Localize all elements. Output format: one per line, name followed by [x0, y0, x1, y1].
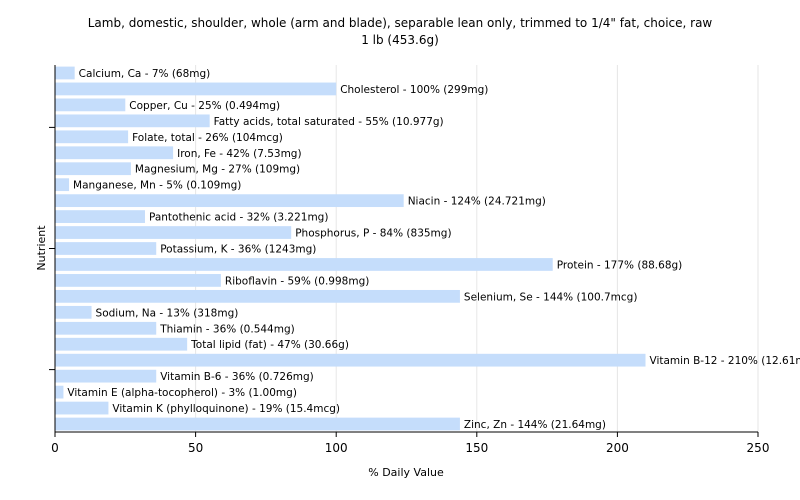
bar [55, 385, 64, 399]
bar-label: Total lipid (fat) - 47% (30.66g) [190, 339, 349, 351]
bar-label: Potassium, K - 36% (1243mg) [160, 244, 316, 256]
bar [55, 146, 174, 160]
bar [55, 210, 145, 223]
bar-label: Selenium, Se - 144% (100.7mcg) [464, 291, 637, 303]
x-tick-label: 250 [747, 441, 770, 455]
bar [55, 305, 92, 319]
x-tick-label: 200 [606, 441, 629, 455]
bar-label: Phosphorus, P - 84% (835mg) [295, 228, 451, 240]
bar [55, 321, 157, 335]
bars: Calcium, Ca - 7% (68mg) Cholesterol - 100… [55, 66, 800, 431]
bar [55, 242, 157, 255]
axes [49, 65, 758, 433]
grid-lines [195, 65, 759, 432]
bar [55, 258, 553, 271]
bar [55, 82, 337, 96]
bar [55, 401, 109, 415]
bar [55, 337, 188, 351]
bar [55, 114, 210, 128]
bar-label: Protein - 177% (88.68g) [557, 259, 683, 271]
chart-subtitle: 1 lb (453.6g) [361, 33, 439, 47]
bar [55, 98, 126, 112]
bar-label: Cholesterol - 100% (299mg) [340, 84, 488, 96]
bar-label: Zinc, Zn - 144% (21.64mg) [464, 419, 606, 431]
bar [55, 130, 129, 144]
bar-label: Niacin - 124% (24.721mg) [408, 196, 546, 208]
bar [55, 369, 157, 383]
bar-label: Copper, Cu - 25% (0.494mg) [129, 100, 280, 112]
bar [55, 194, 404, 208]
bar-label: Pantothenic acid - 32% (3.221mg) [149, 212, 328, 224]
bar-label: Magnesium, Mg - 27% (109mg) [135, 164, 300, 176]
bar-label: Manganese, Mn - 5% (0.109mg) [73, 180, 241, 192]
x-tick-label: 150 [465, 441, 488, 455]
bar-label: Riboflavin - 59% (0.998mg) [225, 275, 369, 287]
bar [55, 274, 221, 287]
bar [55, 417, 460, 431]
x-tick-label: 50 [188, 441, 203, 455]
bar [55, 162, 131, 176]
bar [55, 289, 460, 303]
y-axis-label: Nutrient [35, 225, 48, 271]
bar [55, 226, 292, 239]
bar-label: Calcium, Ca - 7% (68mg) [79, 68, 211, 80]
bar-label: Vitamin E (alpha-tocopherol) - 3% (1.00m… [67, 387, 297, 399]
x-axis-ticks: 0 50 100 150 200 250 [51, 432, 769, 455]
x-axis-label: % Daily Value [368, 466, 444, 479]
bar-label: Iron, Fe - 42% (7.53mg) [177, 148, 301, 160]
bar [55, 178, 70, 192]
bar [55, 353, 646, 367]
bar-label: Folate, total - 26% (104mcg) [132, 132, 283, 144]
bar [55, 66, 75, 80]
bar-label: Fatty acids, total saturated - 55% (10.9… [214, 116, 444, 128]
chart-title: Lamb, domestic, shoulder, whole (arm and… [88, 16, 713, 30]
bar-label: Sodium, Na - 13% (318mg) [96, 307, 239, 319]
bar-label: Vitamin B-6 - 36% (0.726mg) [160, 371, 314, 383]
bar-label: Vitamin B-12 - 210% (12.61mcg) [650, 355, 800, 367]
x-tick-label: 0 [51, 441, 59, 455]
x-tick-label: 100 [325, 441, 348, 455]
bar-label: Thiamin - 36% (0.544mg) [159, 323, 295, 335]
bar-label: Vitamin K (phylloquinone) - 19% (15.4mcg… [112, 403, 340, 415]
